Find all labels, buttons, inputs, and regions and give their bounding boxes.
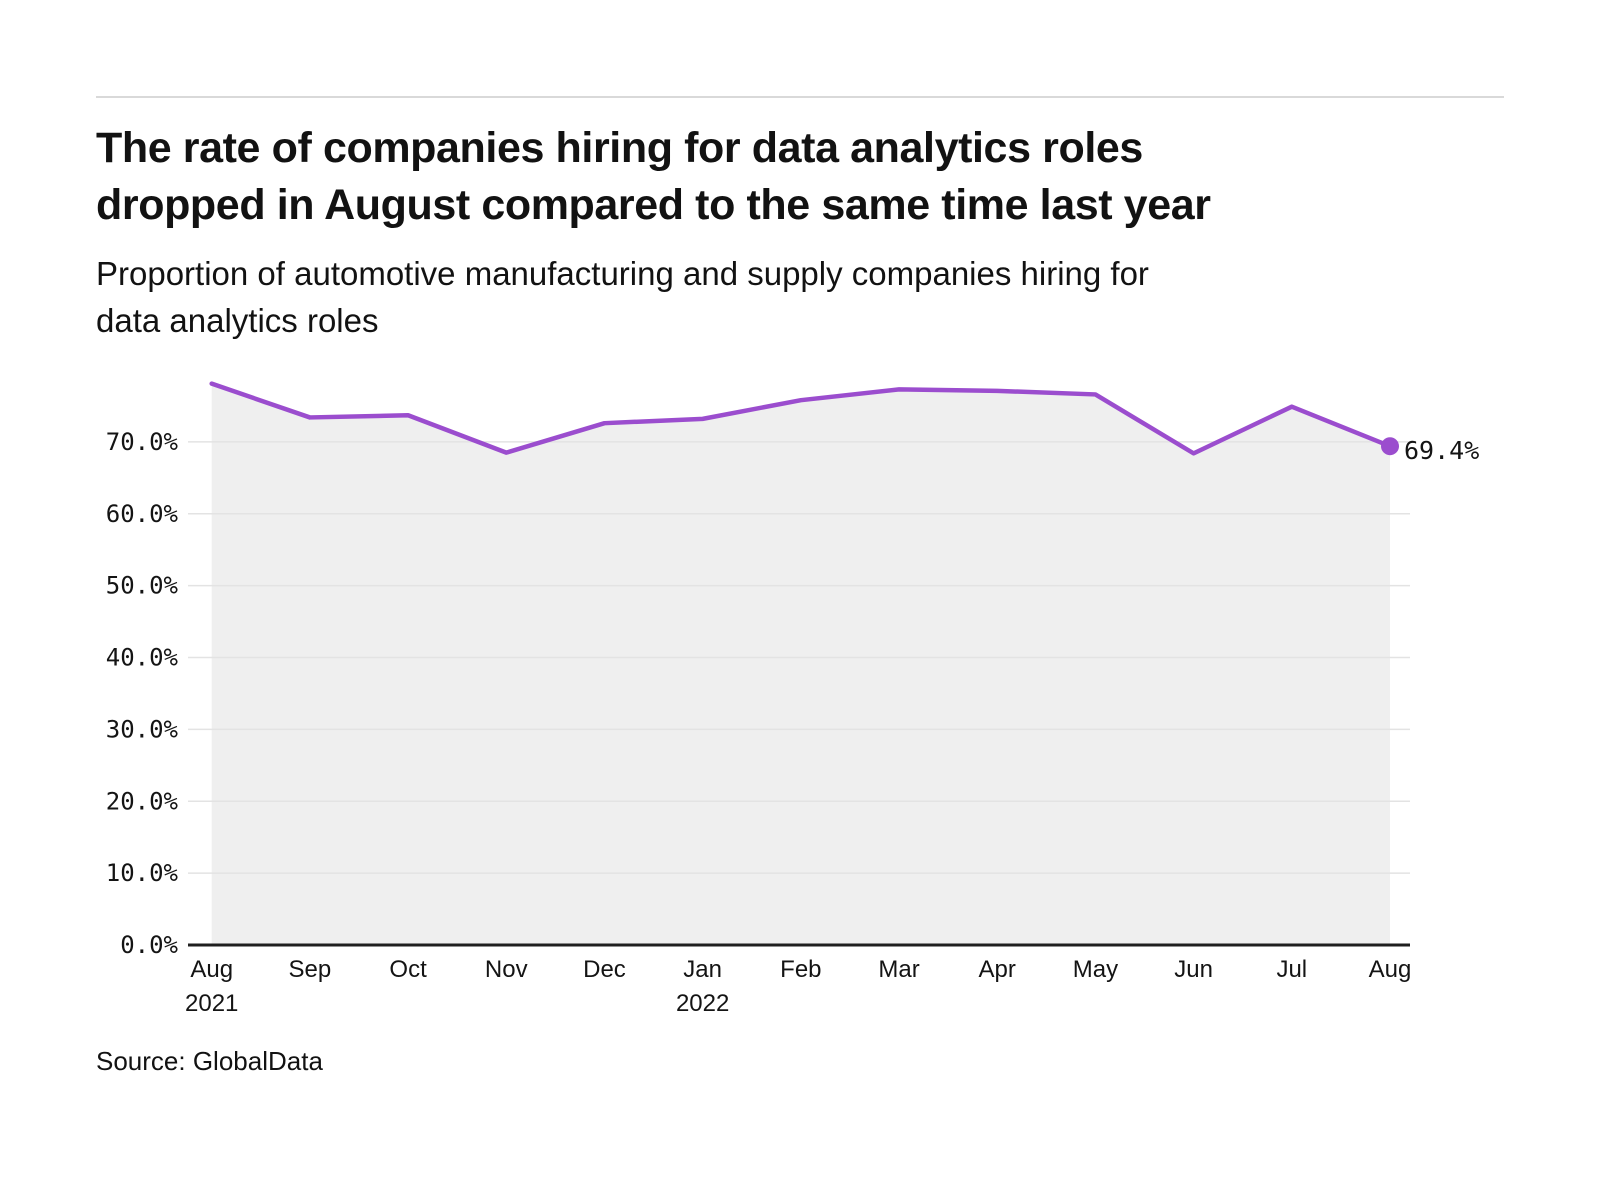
x-tick-label: Apr [979, 956, 1016, 983]
source-note: Source: GlobalData [96, 1046, 323, 1076]
y-tick-label: 50.0% [106, 572, 179, 600]
x-tick-label: Jul [1276, 956, 1307, 983]
area-fill [211, 383, 1391, 945]
y-tick-label: 40.0% [106, 644, 179, 672]
x-tick-label: Dec [583, 956, 626, 983]
page-title: The rate of companies hiring for data an… [96, 120, 1496, 234]
x-tick-label: Mar [878, 956, 919, 983]
x-tick-label: Jun [1174, 956, 1213, 983]
trend-line [209, 381, 1393, 456]
x-tick-label: Aug [1369, 956, 1412, 983]
y-tick-label: 70.0% [106, 428, 179, 456]
page-subtitle: Proportion of automotive manufacturing a… [96, 250, 1496, 344]
end-point-dot [1381, 437, 1399, 456]
y-tick-label: 10.0% [106, 859, 179, 887]
page-title-line-2: dropped in August compared to the same t… [96, 181, 1211, 229]
end-value-label: 69.4% [1404, 436, 1479, 465]
x-tick-label: Nov [485, 956, 528, 983]
x-tick-label: Jan [683, 956, 722, 983]
x-tick-label: Feb [780, 956, 821, 983]
x-tick-label: Sep [289, 956, 332, 983]
x-tick-year-label: 2022 [676, 990, 729, 1017]
page-title-line-1: The rate of companies hiring for data an… [96, 124, 1143, 172]
y-tick-label: 60.0% [106, 500, 179, 528]
y-tick-label: 20.0% [106, 787, 179, 815]
x-tick-label: May [1073, 956, 1118, 983]
x-tick-year-label: 2021 [185, 990, 238, 1017]
x-tick-label: Aug [190, 956, 233, 983]
page-subtitle-line-2: data analytics roles [96, 302, 379, 339]
page-subtitle-line-1: Proportion of automotive manufacturing a… [96, 255, 1149, 292]
y-tick-label: 0.0% [120, 931, 178, 959]
y-tick-label: 30.0% [106, 715, 179, 743]
top-rule [96, 96, 1504, 98]
x-tick-label: Oct [389, 956, 427, 983]
